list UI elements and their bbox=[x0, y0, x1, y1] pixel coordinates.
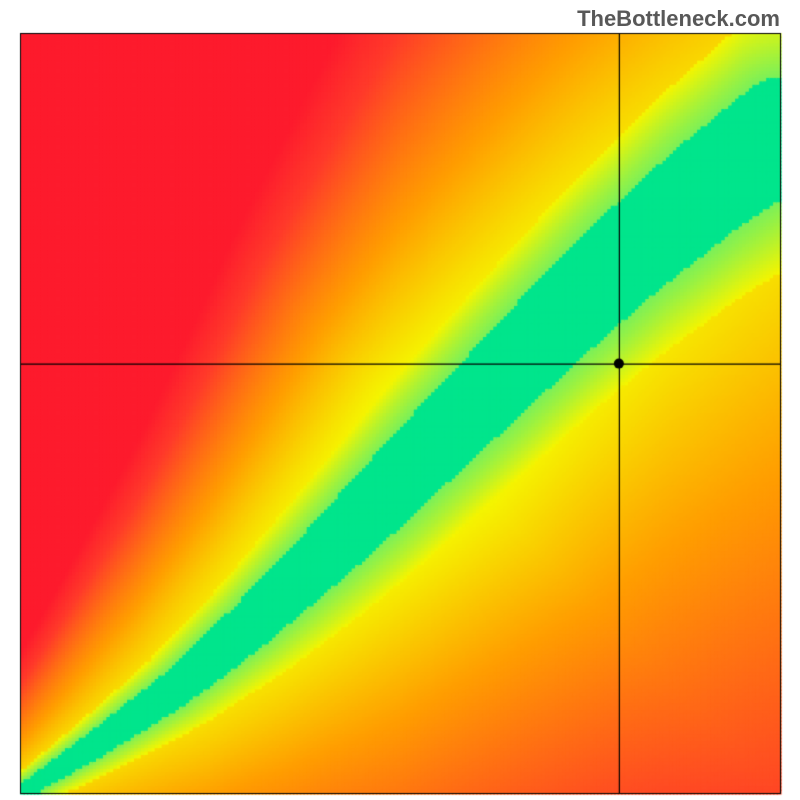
attribution-text: TheBottleneck.com bbox=[577, 6, 780, 32]
bottleneck-heatmap bbox=[0, 0, 800, 800]
chart-container: TheBottleneck.com bbox=[0, 0, 800, 800]
